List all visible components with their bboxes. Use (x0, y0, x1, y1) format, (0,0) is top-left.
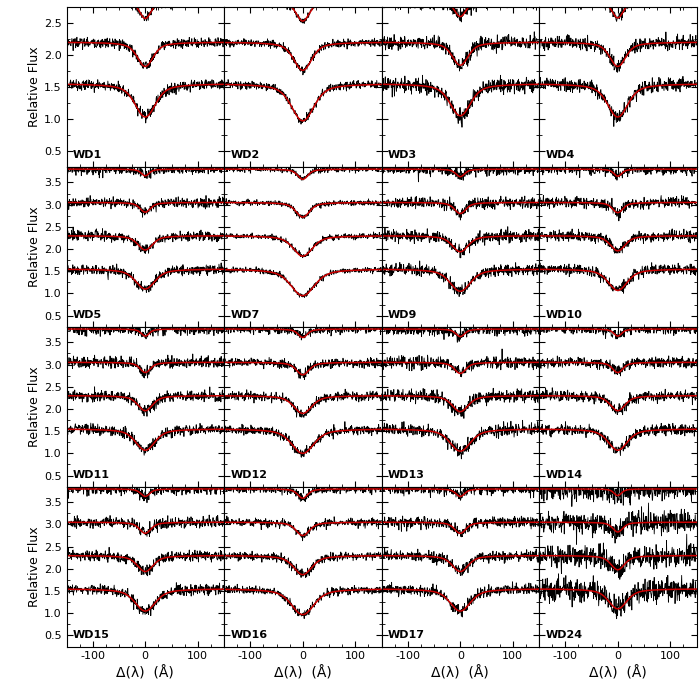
Text: WD9: WD9 (388, 310, 417, 320)
Y-axis label: Relative Flux: Relative Flux (28, 526, 41, 607)
Text: WD1: WD1 (73, 150, 102, 161)
Text: WD24: WD24 (545, 630, 582, 640)
X-axis label: Δ(λ)  (Å): Δ(λ) (Å) (116, 665, 174, 680)
Text: WD11: WD11 (73, 470, 110, 480)
Text: WD5: WD5 (73, 310, 102, 320)
Text: WD4: WD4 (545, 150, 575, 161)
X-axis label: Δ(λ)  (Å): Δ(λ) (Å) (274, 665, 332, 680)
Text: WD12: WD12 (230, 470, 267, 480)
Text: WD15: WD15 (73, 630, 110, 640)
Y-axis label: Relative Flux: Relative Flux (28, 206, 41, 287)
Text: WD10: WD10 (545, 310, 582, 320)
Text: WD17: WD17 (388, 630, 425, 640)
Text: WD2: WD2 (230, 150, 260, 161)
X-axis label: Δ(λ)  (Å): Δ(λ) (Å) (431, 665, 489, 680)
Text: WD16: WD16 (230, 630, 267, 640)
Y-axis label: Relative Flux: Relative Flux (28, 47, 41, 127)
Text: WD3: WD3 (388, 150, 417, 161)
Text: WD13: WD13 (388, 470, 425, 480)
Text: WD14: WD14 (545, 470, 582, 480)
Y-axis label: Relative Flux: Relative Flux (28, 366, 41, 447)
Text: WD7: WD7 (230, 310, 260, 320)
X-axis label: Δ(λ)  (Å): Δ(λ) (Å) (589, 665, 647, 680)
